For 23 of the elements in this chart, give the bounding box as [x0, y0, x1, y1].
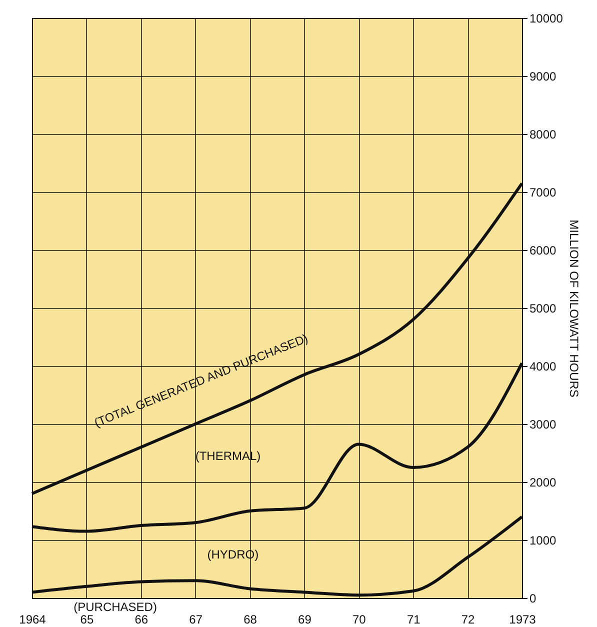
y-tick-label: 0	[530, 592, 536, 606]
y-tick-label: 4000	[530, 360, 557, 374]
y-tick-label: 5000	[530, 302, 557, 316]
x-tick-label: 66	[134, 612, 148, 626]
y-tick-label: 1000	[530, 534, 557, 548]
y-tick-label: 3000	[530, 418, 557, 432]
x-tick-label: 1964	[19, 612, 46, 626]
y-axis-title: MILLION OF KILOWATT HOURS	[566, 220, 581, 398]
x-tick-label: 1973	[509, 612, 536, 626]
x-tick-label: 71	[406, 612, 421, 626]
x-tick-label: 65	[80, 612, 94, 626]
x-tick-label: 67	[189, 612, 203, 626]
x-tick-label: 70	[352, 612, 366, 626]
y-tick-label: 9000	[530, 70, 557, 84]
text: (PURCHASED)	[74, 600, 157, 614]
x-tick-label: 69	[298, 612, 312, 626]
x-tick-label: 68	[244, 612, 258, 626]
x-tick-label: 72	[461, 612, 476, 626]
y-tick-label: 10000	[530, 12, 564, 26]
y-tick-label: 2000	[530, 476, 557, 490]
y-tick-label: 7000	[530, 186, 557, 200]
y-tick-label: 6000	[530, 244, 557, 258]
y-tick-label: 8000	[530, 128, 557, 142]
